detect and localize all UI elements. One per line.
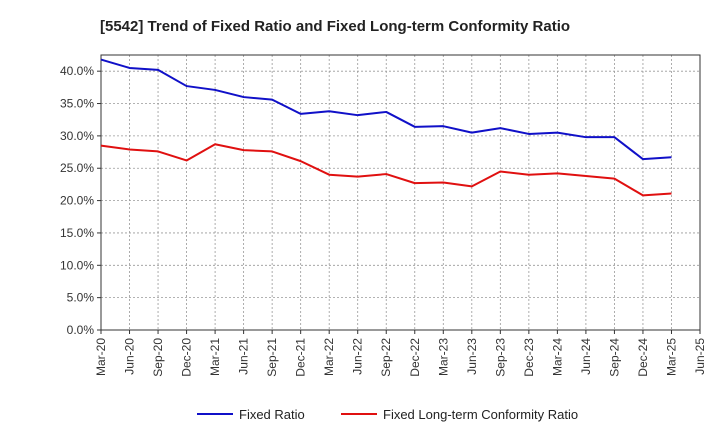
x-tick-label: Dec-24 <box>636 338 650 377</box>
x-tick-label: Sep-22 <box>379 338 393 377</box>
series-line-2 <box>100 143 672 197</box>
y-tick-label: 0.0% <box>67 323 95 337</box>
x-tick-label: Jun-21 <box>237 338 251 375</box>
y-tick-label: 20.0% <box>60 194 94 208</box>
plot-area <box>100 54 701 331</box>
x-axis: Mar-20 Jun-20 Sep-20 Dec-20 Mar-21 Jun-21 Sep-… <box>94 330 707 377</box>
legend-label-2: Fixed Long-term Conformity Ratio <box>383 407 578 422</box>
legend: Fixed Ratio Fixed Long-term Conformity Ra… <box>197 407 578 422</box>
series-layer <box>100 58 672 197</box>
legend-label-1: Fixed Ratio <box>239 407 305 422</box>
y-tick-label: 5.0% <box>67 291 95 305</box>
x-tick-label: Mar-23 <box>436 338 450 376</box>
x-tick-label: Sep-21 <box>265 338 279 377</box>
series-line-1 <box>100 58 672 161</box>
x-tick-label: Jun-24 <box>579 338 593 375</box>
x-tick-label: Dec-20 <box>180 338 194 377</box>
y-tick-label: 10.0% <box>60 258 94 272</box>
x-tick-label: Mar-24 <box>550 338 564 376</box>
chart-title: [5542] Trend of Fixed Ratio and Fixed Lo… <box>100 18 570 35</box>
x-tick-label: Jun-25 <box>693 338 707 375</box>
x-tick-label: Dec-23 <box>522 338 536 377</box>
x-tick-label: Jun-23 <box>465 338 479 375</box>
y-tick-label: 15.0% <box>60 226 94 240</box>
x-tick-label: Sep-20 <box>151 338 165 377</box>
grid <box>101 55 700 330</box>
x-tick-label: Mar-22 <box>322 338 336 376</box>
x-tick-label: Jun-22 <box>351 338 365 375</box>
y-tick-label: 35.0% <box>60 97 94 111</box>
x-tick-label: Mar-20 <box>94 338 108 376</box>
x-tick-label: Dec-21 <box>294 338 308 377</box>
x-tick-label: Dec-22 <box>408 338 422 377</box>
y-axis: 0.0% 5.0% 10.0% 15.0% 20.0% 25.0% 30.0% 35.0% 40… <box>60 64 101 337</box>
x-tick-label: Mar-21 <box>208 338 222 376</box>
x-tick-label: Mar-25 <box>664 338 678 376</box>
y-tick-label: 30.0% <box>60 129 94 143</box>
x-tick-label: Sep-23 <box>493 338 507 377</box>
y-tick-label: 25.0% <box>60 161 94 175</box>
x-tick-label: Sep-24 <box>607 338 621 377</box>
y-tick-label: 40.0% <box>60 64 94 78</box>
x-tick-label: Jun-20 <box>123 338 137 375</box>
